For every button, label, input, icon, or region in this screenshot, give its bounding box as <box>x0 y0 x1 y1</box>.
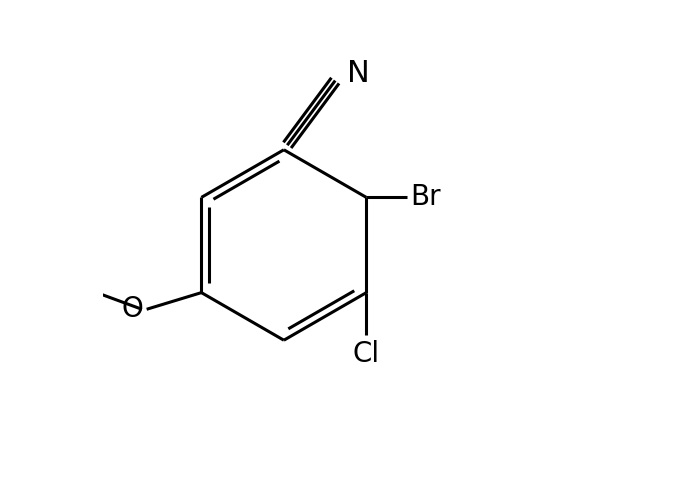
Text: O: O <box>121 295 143 323</box>
Text: N: N <box>347 59 370 88</box>
Text: Br: Br <box>411 183 441 211</box>
Text: Cl: Cl <box>353 340 380 368</box>
